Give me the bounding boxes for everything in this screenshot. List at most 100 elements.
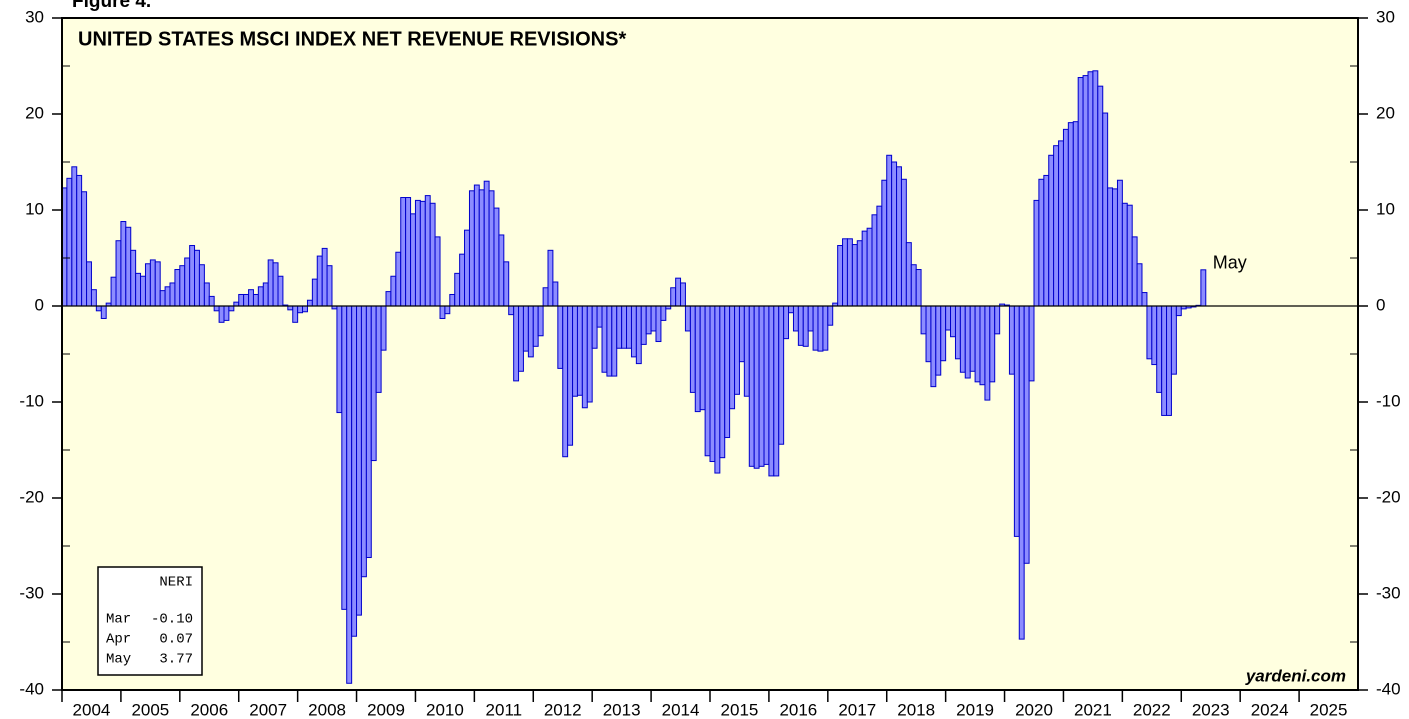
x-tick-label: 2016 [779, 700, 817, 719]
bar [1077, 77, 1084, 307]
bar [1166, 305, 1172, 416]
bar [243, 293, 250, 307]
bar [920, 305, 927, 335]
bar [1048, 154, 1055, 307]
bar [473, 184, 480, 307]
bar [179, 265, 186, 307]
bar [429, 202, 436, 307]
bar [86, 261, 92, 307]
summary-title: NERI [159, 575, 193, 591]
bar [783, 305, 790, 340]
bar [650, 305, 657, 332]
bar [748, 305, 755, 467]
x-tick-label: 2011 [486, 700, 523, 719]
bar [1126, 204, 1133, 307]
x-tick-label: 2018 [897, 700, 935, 719]
bar [881, 179, 888, 307]
bar [1112, 188, 1118, 307]
bar [370, 305, 377, 462]
bar [709, 305, 716, 463]
bar [680, 282, 686, 307]
bar [238, 293, 245, 307]
bar [1067, 122, 1074, 307]
bar [76, 174, 83, 307]
bar [959, 305, 966, 373]
bar [768, 305, 775, 477]
bar [979, 305, 986, 386]
bar [743, 305, 750, 397]
bar [1136, 263, 1143, 307]
bar [341, 305, 348, 610]
bar [753, 305, 760, 469]
x-tick-label: 2017 [838, 700, 876, 719]
bar [807, 305, 814, 332]
bar [846, 238, 853, 307]
bar [459, 253, 466, 307]
summary-value: -0.10 [151, 612, 193, 628]
bar [375, 305, 382, 393]
bar [405, 197, 412, 307]
y2-tick-label: 10 [1376, 199, 1395, 218]
bar [905, 242, 912, 307]
bar [439, 305, 446, 319]
bar [1043, 174, 1050, 307]
bar [356, 305, 362, 616]
y-tick-label: 0 [35, 295, 44, 314]
bar [503, 261, 510, 307]
bar [149, 259, 156, 307]
y2-tick-label: -40 [1376, 679, 1401, 698]
bar [1062, 128, 1069, 307]
bar [856, 240, 863, 307]
bar [886, 154, 893, 307]
bar [159, 290, 166, 307]
bar [851, 244, 858, 307]
bar [547, 249, 554, 307]
bar [719, 305, 726, 459]
bar [910, 264, 917, 307]
bar [684, 305, 691, 332]
bar [115, 240, 122, 307]
bar [395, 251, 402, 307]
bar [125, 226, 132, 307]
bar [640, 305, 647, 345]
bar [174, 269, 181, 307]
x-tick-label: 2006 [190, 700, 228, 719]
bar [945, 305, 952, 331]
bar [1072, 121, 1079, 307]
bar [950, 305, 956, 338]
bar [586, 305, 593, 403]
bar [311, 278, 318, 307]
bar [262, 282, 269, 307]
bar [532, 305, 539, 347]
bar [537, 305, 544, 337]
bar [842, 238, 848, 307]
bar [989, 305, 996, 383]
bar [444, 305, 451, 315]
bar [522, 305, 529, 352]
bar [316, 255, 323, 307]
bar [601, 305, 608, 373]
bar [223, 305, 230, 321]
bar [630, 305, 637, 358]
bar [208, 295, 215, 307]
bar [252, 293, 259, 307]
bar [1018, 305, 1025, 640]
marks [61, 70, 1358, 684]
x-tick-label: 2007 [249, 700, 287, 719]
bar [861, 230, 868, 307]
bar [1151, 305, 1158, 366]
y2-tick-label: -20 [1376, 487, 1401, 506]
bar [154, 261, 161, 307]
bar [635, 305, 642, 365]
bar [351, 305, 358, 637]
bar [1141, 292, 1148, 307]
bar [454, 272, 461, 307]
bar [213, 305, 220, 312]
y-tick-label: 10 [25, 199, 44, 218]
bar [837, 245, 844, 307]
bar [144, 263, 151, 307]
x-tick-label: 2005 [131, 700, 169, 719]
bar [925, 305, 932, 363]
bar [660, 305, 667, 321]
bar [930, 305, 937, 388]
